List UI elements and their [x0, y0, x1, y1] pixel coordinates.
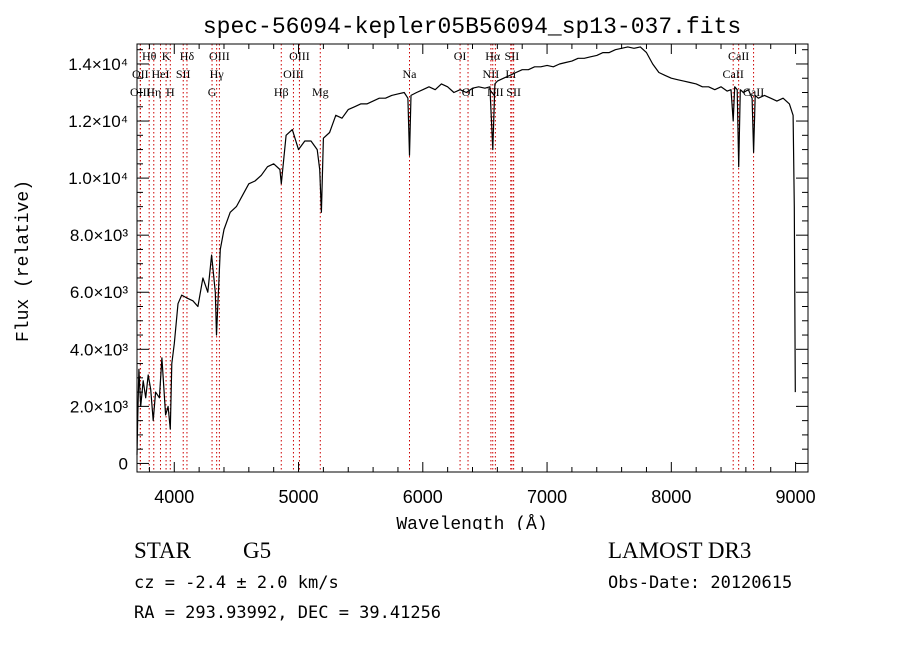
- x-tick-label-1: 5000: [279, 487, 319, 507]
- x-tick-label-4: 8000: [651, 487, 691, 507]
- series-line-0: [136, 46, 796, 455]
- line-label-26: CaII: [723, 67, 744, 81]
- y-tick-label-4: 8.0×10³: [70, 226, 128, 245]
- redshift-cz: cz = -2.4 ± 2.0 km/s: [134, 573, 339, 593]
- x-tick-label-2: 6000: [403, 487, 443, 507]
- line-label-19: Hα: [485, 49, 501, 63]
- x-axis-label: Wavelength (Å): [396, 514, 547, 530]
- axes: 4000 5000 6000 7000 8000 9000 0 2.0×10³ 4.0×10³ 6…: [68, 43, 816, 507]
- line-label-3: K: [162, 49, 171, 63]
- line-label-24: SII: [506, 85, 521, 99]
- spectral-line-markers: [139, 44, 755, 472]
- x-tick-label-0: 4000: [154, 487, 194, 507]
- line-label-7: SII: [176, 67, 191, 81]
- chart-title: spec-56094-kepler05B56094_sp13-037.fits: [203, 14, 741, 40]
- line-label-22: SII: [505, 49, 520, 63]
- plot-frame: [136, 43, 809, 473]
- x-tick-label-3: 7000: [527, 487, 567, 507]
- line-label-17: OI: [454, 49, 467, 63]
- y-tick-label-5: 1.0×10⁴: [68, 169, 128, 188]
- line-label-12: OIII: [289, 49, 310, 63]
- ra-dec-coordinates: RA = 293.93992, DEC = 39.41256: [134, 603, 442, 623]
- object-subclass: G5: [243, 538, 272, 563]
- line-label-14: Hβ: [274, 85, 289, 99]
- y-tick-label-3: 6.0×10³: [70, 283, 128, 302]
- line-label-10: Hγ: [210, 67, 225, 81]
- line-label-5: Hη: [146, 85, 161, 99]
- line-label-9: OIII: [209, 49, 230, 63]
- x-tick-label-5: 9000: [776, 487, 816, 507]
- y-tick-label-2: 4.0×10³: [70, 340, 128, 359]
- line-label-15: Mg: [312, 85, 329, 99]
- y-tick-label-6: 1.2×10⁴: [68, 112, 128, 131]
- object-class: STAR: [134, 538, 191, 563]
- line-label-25: CaII: [728, 49, 749, 63]
- line-label-27: CaII: [743, 85, 764, 99]
- line-label-2: OIII: [130, 85, 151, 99]
- survey-name: LAMOST DR3: [608, 538, 752, 563]
- line-label-20: NII: [483, 67, 500, 81]
- line-label-16: Na: [403, 67, 418, 81]
- line-label-8: H: [166, 85, 175, 99]
- line-label-21: NII: [487, 85, 504, 99]
- y-tick-label-0: 0: [119, 454, 128, 473]
- line-label-23: Li: [505, 67, 516, 81]
- line-label-11: G: [208, 85, 217, 99]
- y-tick-label-1: 2.0×10³: [70, 397, 128, 416]
- y-axis-label: Flux (relative): [14, 180, 34, 342]
- observation-date: Obs-Date: 20120615: [608, 573, 793, 593]
- line-label-4: HeI: [151, 67, 169, 81]
- line-label-13: OIII: [283, 67, 304, 81]
- line-label-1: OII: [132, 67, 149, 81]
- line-label-0: Hθ: [142, 49, 157, 63]
- y-tick-label-7: 1.4×10⁴: [68, 55, 128, 74]
- series-layer: [136, 46, 796, 455]
- line-label-6: Hδ: [180, 49, 195, 63]
